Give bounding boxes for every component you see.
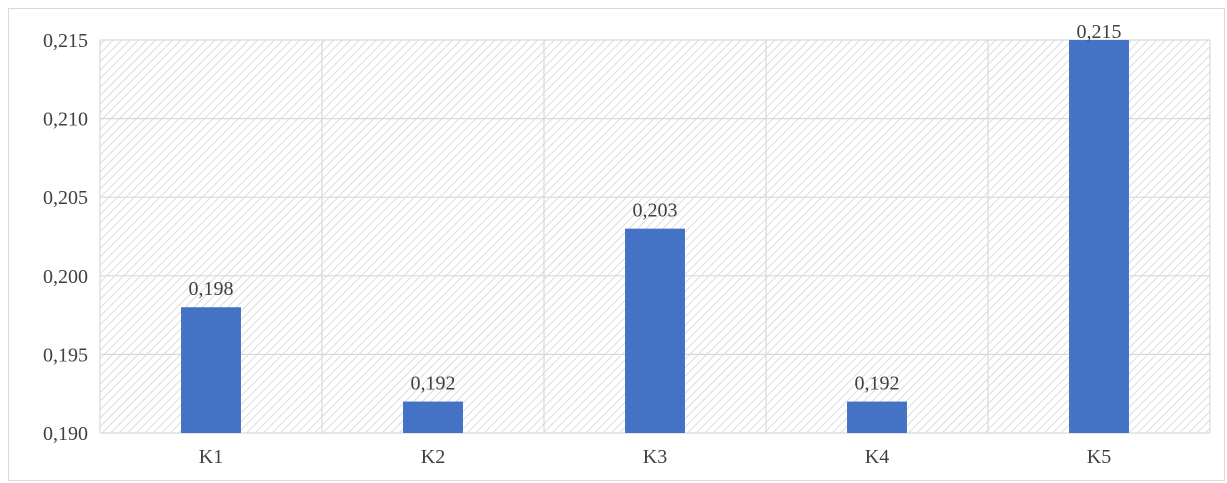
- y-tick-label: 0,200: [43, 266, 88, 288]
- bars: [181, 40, 1129, 433]
- x-tick-label: K5: [1087, 446, 1111, 468]
- data-label: 0,203: [633, 200, 678, 222]
- bar-k1: [181, 307, 241, 433]
- y-axis-labels: 0,190 0,195 0,200 0,205 0,210 0,215: [43, 30, 88, 445]
- bar-k3: [625, 228, 685, 433]
- data-label: 0,192: [855, 373, 900, 395]
- x-tick-label: K1: [199, 446, 223, 468]
- data-label: 0,192: [411, 373, 456, 395]
- bar-k2: [403, 401, 463, 433]
- y-tick-label: 0,210: [43, 109, 88, 131]
- bar-k4: [847, 401, 907, 433]
- y-tick-label: 0,190: [43, 423, 88, 445]
- data-labels: 0,198 0,192 0,203 0,192 0,215: [189, 21, 1122, 395]
- data-label: 0,198: [189, 278, 234, 300]
- x-axis-labels: K1 K2 K3 K4 K5: [199, 446, 1111, 468]
- bar-k5: [1069, 40, 1129, 433]
- y-tick-label: 0,205: [43, 187, 88, 209]
- y-tick-label: 0,195: [43, 344, 88, 366]
- data-label: 0,215: [1077, 21, 1122, 43]
- x-tick-label: K3: [643, 446, 667, 468]
- x-tick-label: K2: [421, 446, 445, 468]
- y-tick-label: 0,215: [43, 30, 88, 52]
- x-tick-label: K4: [865, 446, 889, 468]
